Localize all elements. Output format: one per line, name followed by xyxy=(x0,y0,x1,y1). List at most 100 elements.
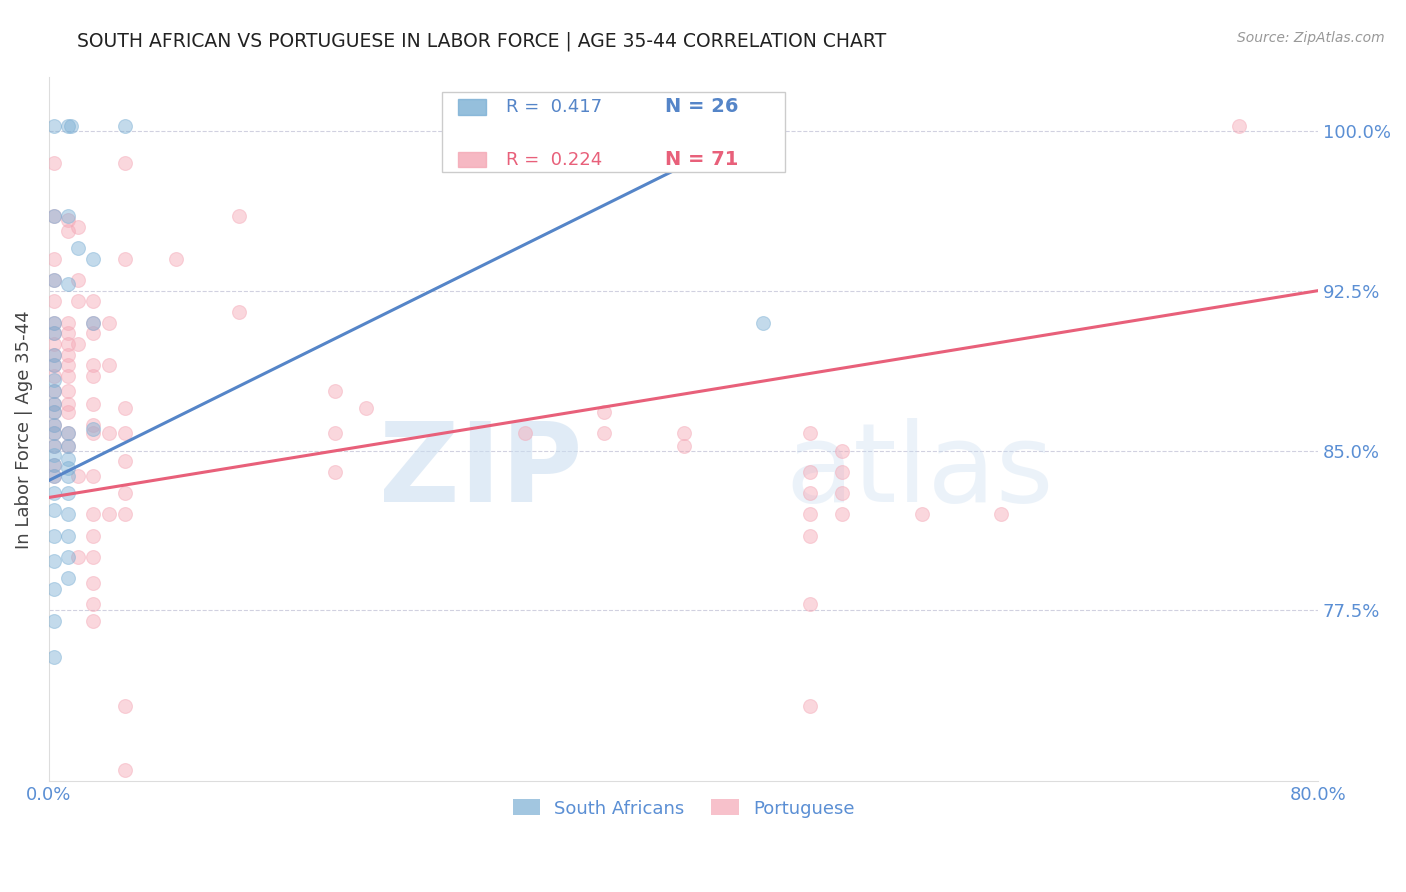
Point xyxy=(42,209,65,223)
Point xyxy=(56,348,79,362)
Point xyxy=(513,426,536,441)
Point xyxy=(56,486,79,500)
Text: ZIP: ZIP xyxy=(378,418,582,524)
Y-axis label: In Labor Force | Age 35-44: In Labor Force | Age 35-44 xyxy=(15,310,32,549)
Point xyxy=(56,469,79,483)
Legend: South Africans, Portuguese: South Africans, Portuguese xyxy=(505,792,862,825)
Point xyxy=(42,486,65,500)
Point xyxy=(42,316,65,330)
Text: N = 26: N = 26 xyxy=(665,97,738,117)
Text: atlas: atlas xyxy=(785,418,1053,524)
Point xyxy=(56,439,79,453)
Point xyxy=(98,508,121,522)
Point xyxy=(42,529,65,543)
Point xyxy=(799,529,821,543)
Point xyxy=(990,508,1012,522)
Point xyxy=(42,358,65,372)
Point xyxy=(56,426,79,441)
Point xyxy=(42,155,65,169)
Point xyxy=(66,273,89,287)
Point xyxy=(56,460,79,475)
Point xyxy=(114,401,136,415)
Point xyxy=(42,554,65,568)
Point xyxy=(323,384,346,398)
Point xyxy=(66,294,89,309)
Point xyxy=(356,401,378,415)
Point xyxy=(42,582,65,596)
Point xyxy=(799,508,821,522)
Point xyxy=(42,316,65,330)
Point xyxy=(56,550,79,565)
Point xyxy=(672,439,695,453)
Point xyxy=(42,417,65,432)
Point xyxy=(82,358,104,372)
Point xyxy=(42,458,65,473)
Point xyxy=(56,358,79,372)
Point xyxy=(56,209,79,223)
Point xyxy=(42,458,65,473)
Point xyxy=(56,120,79,134)
Point xyxy=(98,358,121,372)
Point xyxy=(42,439,65,453)
Point xyxy=(82,252,104,266)
Point xyxy=(752,316,775,330)
Point xyxy=(56,508,79,522)
Point xyxy=(114,508,136,522)
Point xyxy=(56,213,79,227)
Text: N = 71: N = 71 xyxy=(665,150,738,169)
Point xyxy=(42,469,65,483)
Point xyxy=(114,699,136,714)
Point xyxy=(42,337,65,351)
Point xyxy=(82,575,104,590)
Point xyxy=(672,426,695,441)
Point xyxy=(593,405,616,419)
Point xyxy=(82,597,104,611)
Point xyxy=(42,405,65,419)
Point xyxy=(799,486,821,500)
Point xyxy=(56,337,79,351)
Point xyxy=(82,550,104,565)
Point xyxy=(82,508,104,522)
Point xyxy=(228,209,250,223)
Point xyxy=(114,454,136,468)
Point xyxy=(42,384,65,398)
FancyBboxPatch shape xyxy=(443,92,785,172)
Point xyxy=(165,252,187,266)
Text: SOUTH AFRICAN VS PORTUGUESE IN LABOR FORCE | AGE 35-44 CORRELATION CHART: SOUTH AFRICAN VS PORTUGUESE IN LABOR FOR… xyxy=(77,31,887,51)
Point xyxy=(323,426,346,441)
Point xyxy=(66,550,89,565)
Point xyxy=(56,452,79,467)
Point xyxy=(66,241,89,255)
Point xyxy=(42,252,65,266)
Point xyxy=(56,397,79,411)
Point xyxy=(82,614,104,628)
Point xyxy=(593,426,616,441)
Point xyxy=(82,368,104,383)
Point xyxy=(56,316,79,330)
Point xyxy=(56,368,79,383)
Point xyxy=(56,384,79,398)
Point xyxy=(98,316,121,330)
Point xyxy=(42,417,65,432)
Point xyxy=(831,508,853,522)
Text: Source: ZipAtlas.com: Source: ZipAtlas.com xyxy=(1237,31,1385,45)
Point xyxy=(114,120,136,134)
Point xyxy=(82,426,104,441)
Point xyxy=(66,219,89,234)
Bar xyxy=(457,99,485,115)
Point xyxy=(66,337,89,351)
Point xyxy=(82,294,104,309)
Text: R =  0.224: R = 0.224 xyxy=(506,151,602,169)
Point xyxy=(831,465,853,479)
Point xyxy=(42,120,65,134)
Point xyxy=(42,397,65,411)
Point xyxy=(114,764,136,778)
Point xyxy=(82,326,104,341)
Point xyxy=(42,614,65,628)
Point xyxy=(82,417,104,432)
Point xyxy=(42,405,65,419)
Point xyxy=(56,426,79,441)
Point xyxy=(228,305,250,319)
Point xyxy=(42,426,65,441)
Point xyxy=(98,426,121,441)
